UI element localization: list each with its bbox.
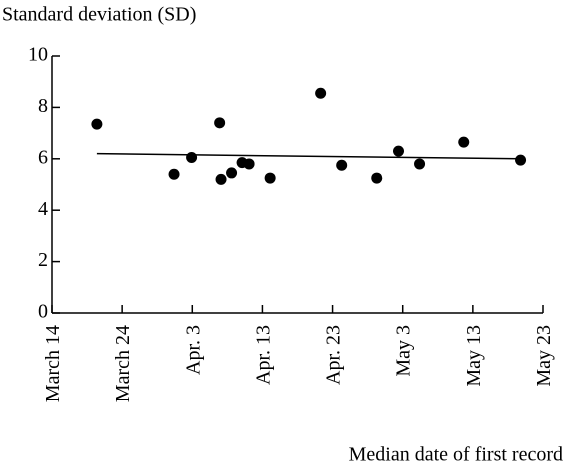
x-tick-label: May 23 (533, 325, 555, 387)
y-tick-label: 6 (38, 146, 48, 168)
y-axis-label: Standard deviation (SD) (2, 4, 196, 26)
y-tick-label: 8 (38, 95, 48, 117)
x-tick-label: Apr. 13 (252, 325, 274, 385)
y-tick-label: 0 (38, 301, 48, 323)
point (215, 173, 227, 185)
x-tick-label: Apr. 23 (323, 325, 345, 385)
x-tick-label: May 13 (463, 325, 485, 387)
point (264, 172, 276, 184)
y-tick-label: 4 (38, 198, 48, 220)
x-tick-label: May 3 (393, 325, 415, 377)
point (458, 136, 470, 148)
point (414, 158, 426, 170)
x-axis-label: Median date of first record (349, 444, 563, 466)
point (243, 158, 255, 170)
point (315, 87, 327, 99)
x-tick-label: March 24 (112, 325, 134, 402)
point (515, 154, 527, 166)
x-tick-label: March 14 (42, 325, 64, 402)
x-tick-label: Apr. 3 (182, 325, 204, 375)
y-tick-label: 2 (38, 249, 48, 271)
y-tick-label: 10 (28, 44, 48, 66)
point (226, 167, 238, 179)
point (371, 172, 383, 184)
point (336, 159, 348, 171)
point (91, 118, 103, 130)
point (393, 145, 405, 157)
point (168, 168, 180, 180)
point (214, 117, 226, 129)
trend-line (96, 152, 521, 160)
point (186, 152, 198, 164)
